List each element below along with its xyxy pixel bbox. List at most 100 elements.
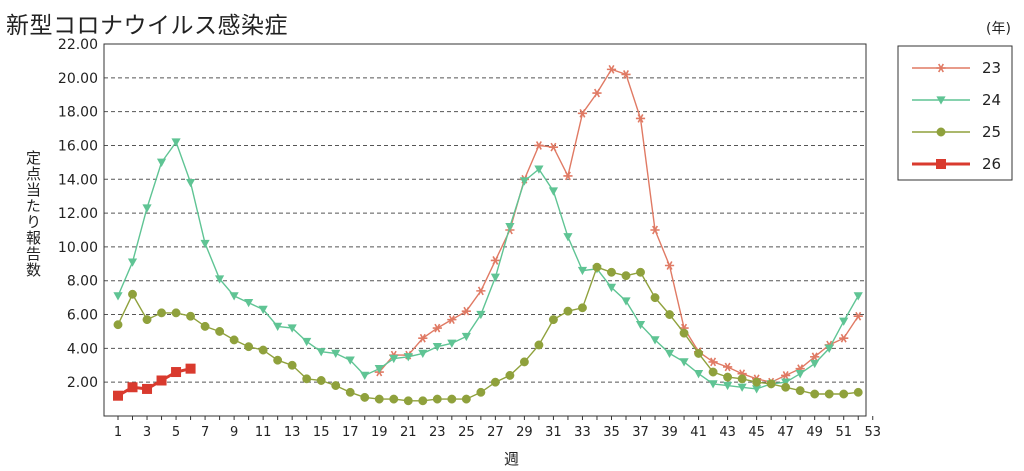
point <box>113 320 123 330</box>
point <box>244 299 254 308</box>
point <box>505 370 515 380</box>
point <box>636 267 645 277</box>
point <box>737 374 747 384</box>
point <box>476 387 486 397</box>
point <box>142 315 152 325</box>
point <box>345 356 355 365</box>
point <box>360 371 370 381</box>
x-tick-label: 25 <box>458 425 475 440</box>
point <box>389 394 399 404</box>
point <box>316 348 326 357</box>
x-tick-label: 15 <box>313 425 330 440</box>
point <box>432 323 442 333</box>
point <box>795 364 805 374</box>
x-tick-label: 39 <box>661 425 678 440</box>
point <box>389 354 399 364</box>
legend-entry-24: 24 <box>912 91 1001 109</box>
point <box>113 390 123 401</box>
point <box>461 306 471 316</box>
point <box>171 308 181 318</box>
x-tick-label: 27 <box>487 425 504 440</box>
point <box>824 344 834 353</box>
y-tick-label: 8.00 <box>67 274 98 290</box>
point <box>345 387 355 397</box>
x-tick-label: 37 <box>632 425 649 440</box>
y-tick-label: 10.00 <box>58 240 98 256</box>
x-tick-label: 29 <box>516 425 533 440</box>
point <box>839 317 849 326</box>
point <box>519 177 529 186</box>
point <box>650 225 660 235</box>
x-tick-label: 1 <box>114 425 122 440</box>
point <box>936 63 946 73</box>
point <box>679 358 689 367</box>
x-tick-label: 33 <box>574 425 591 440</box>
point <box>490 256 500 265</box>
x-tick-label: 3 <box>143 425 151 440</box>
point <box>403 396 413 406</box>
point <box>936 96 946 105</box>
point <box>200 239 210 249</box>
x-tick-label: 51 <box>835 425 852 440</box>
point <box>563 171 573 181</box>
point <box>461 394 471 404</box>
series-line-25 <box>117 266 859 402</box>
point <box>418 333 428 343</box>
point <box>577 266 588 276</box>
point <box>156 375 167 386</box>
point <box>113 292 123 301</box>
point <box>229 292 239 301</box>
point <box>287 324 297 333</box>
point <box>708 357 718 367</box>
point <box>795 386 805 396</box>
y-tick-label: 18.00 <box>58 105 98 121</box>
point <box>258 305 268 315</box>
legend-entry-25: 25 <box>912 123 1001 141</box>
point <box>302 337 312 347</box>
point <box>142 204 152 213</box>
point <box>578 303 587 313</box>
point <box>824 389 834 399</box>
point <box>171 138 181 147</box>
point <box>258 345 268 355</box>
series-line-23 <box>378 68 859 383</box>
point <box>447 394 457 404</box>
chart-title: 新型コロナウイルス感染症 <box>6 13 288 39</box>
point <box>839 333 849 343</box>
point <box>127 258 138 267</box>
x-tick-label: 47 <box>777 425 794 440</box>
point <box>534 165 544 174</box>
point <box>795 370 805 379</box>
y-axis-label: 定点当たり報告数 <box>24 150 42 278</box>
x-tick-label: 23 <box>429 425 446 440</box>
point <box>185 178 196 188</box>
x-tick-label: 21 <box>400 425 417 440</box>
point <box>635 114 646 123</box>
point <box>621 297 631 306</box>
x-tick-label: 35 <box>603 425 620 440</box>
point <box>185 363 196 374</box>
series-layer <box>113 64 863 406</box>
x-tick-label: 31 <box>545 425 562 440</box>
point <box>810 352 820 362</box>
point <box>171 367 182 378</box>
point <box>215 327 225 336</box>
point <box>432 394 442 404</box>
series-23 <box>374 64 863 387</box>
point <box>273 355 283 365</box>
point <box>476 310 486 320</box>
point <box>664 261 675 270</box>
point <box>853 387 863 397</box>
point <box>215 275 225 284</box>
point <box>936 127 946 137</box>
point <box>244 342 254 352</box>
point <box>665 310 674 319</box>
point <box>853 311 863 321</box>
point <box>200 321 210 331</box>
point <box>664 349 675 359</box>
point <box>447 339 457 348</box>
point <box>708 367 718 377</box>
point <box>810 389 820 399</box>
point <box>418 349 428 359</box>
point <box>432 342 442 352</box>
